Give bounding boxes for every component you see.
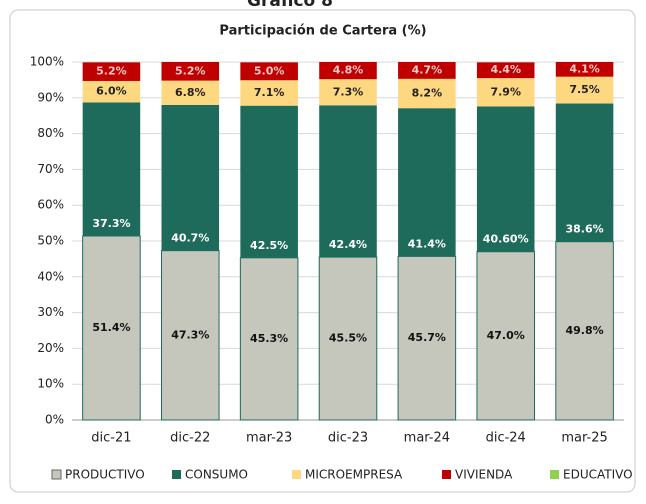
data-label: 4.1%: [569, 62, 600, 75]
data-label: 4.8%: [333, 64, 364, 77]
bar-segment: [319, 105, 377, 258]
data-label: 40.7%: [171, 232, 209, 245]
bar-segment: [476, 62, 535, 79]
bar-segment: [476, 78, 535, 107]
bar-segment: [555, 62, 614, 77]
data-label: 4.4%: [490, 63, 521, 76]
bar-segment: [397, 255, 457, 421]
legend-label: PRODUCTIVO: [65, 468, 145, 482]
bar-segment: [82, 102, 141, 236]
bar-segment: [555, 241, 614, 421]
data-label: 40.60%: [483, 233, 529, 246]
data-label: 45.5%: [329, 332, 367, 345]
y-tick-label: 20%: [37, 341, 64, 355]
bar-segment: [239, 257, 299, 421]
legend-swatch: [550, 470, 559, 479]
bar-segment: [161, 104, 220, 251]
y-tick-label: 30%: [37, 305, 64, 319]
y-tick-label: 10%: [37, 377, 64, 391]
data-label: 38.6%: [565, 223, 603, 236]
bar-segment: [161, 250, 220, 421]
y-tick-label: 50%: [37, 234, 64, 248]
x-tick-label: dic-23: [328, 431, 368, 446]
legend-swatch: [442, 470, 451, 479]
data-label: 45.3%: [250, 332, 288, 345]
y-tick-label: 90%: [37, 90, 64, 104]
data-label: 42.5%: [250, 239, 288, 252]
y-tick-label: 0%: [45, 413, 64, 427]
data-label: 7.9%: [490, 85, 521, 98]
legend-swatch: [172, 470, 181, 479]
bar-segment: [161, 80, 220, 105]
legend-label: CONSUMO: [185, 468, 248, 482]
y-tick-label: 60%: [37, 198, 64, 212]
data-label: 47.3%: [171, 328, 209, 341]
x-tick-label: dic-21: [91, 431, 131, 446]
data-label: 49.8%: [565, 324, 603, 337]
x-tick-label: mar-23: [246, 431, 292, 446]
data-label: 37.3%: [92, 217, 130, 230]
x-tick-label: mar-25: [561, 431, 607, 446]
bar-segment: [398, 62, 456, 79]
data-label: 7.3%: [333, 85, 364, 98]
bar-segment: [555, 103, 614, 242]
bar-segment: [398, 78, 456, 109]
x-tick-label: dic-24: [486, 431, 526, 446]
data-label: 8.2%: [412, 87, 443, 100]
data-label: 42.4%: [329, 238, 367, 251]
data-label: 5.2%: [175, 64, 206, 77]
bar-segment: [319, 62, 377, 80]
data-label: 4.7%: [412, 63, 443, 76]
x-tick-label: dic-22: [170, 431, 210, 446]
bar-segment: [476, 106, 535, 252]
bar-segment: [318, 256, 378, 421]
chart-title: Participación de Cartera (%): [219, 24, 426, 39]
bar-segment: [476, 251, 535, 421]
data-label: 5.0%: [254, 64, 285, 77]
bar-segment: [82, 62, 141, 81]
bar-segment: [240, 80, 298, 106]
legend-label: EDUCATIVO: [563, 468, 633, 482]
y-tick-label: 100%: [30, 55, 64, 69]
x-tick-label: mar-24: [404, 431, 450, 446]
y-tick-label: 70%: [37, 162, 64, 176]
data-label: 51.4%: [92, 321, 130, 334]
legend-swatch: [292, 470, 301, 479]
bar-segment: [319, 79, 377, 106]
legend-label: MICROEMPRESA: [305, 468, 403, 482]
bar-segment: [82, 235, 141, 421]
legend-swatch: [51, 469, 62, 480]
data-label: 6.0%: [96, 85, 127, 98]
bar-segment: [240, 105, 298, 258]
data-label: 41.4%: [408, 237, 446, 250]
data-label: 5.2%: [96, 65, 127, 78]
bar-segment: [161, 62, 220, 81]
y-tick-label: 40%: [37, 269, 64, 283]
bar-segment: [240, 62, 298, 81]
data-label: 47.0%: [487, 329, 525, 342]
bar-segment: [82, 80, 141, 103]
data-label: 6.8%: [175, 86, 206, 99]
heading: Gráfico 8: [247, 0, 333, 11]
legend-label: VIVIENDA: [455, 468, 513, 482]
bar-segment: [398, 108, 456, 257]
y-tick-label: 80%: [37, 126, 64, 140]
data-label: 7.5%: [569, 83, 600, 96]
data-label: 7.1%: [254, 86, 285, 99]
data-label: 45.7%: [408, 331, 446, 344]
bar-segment: [555, 76, 614, 104]
